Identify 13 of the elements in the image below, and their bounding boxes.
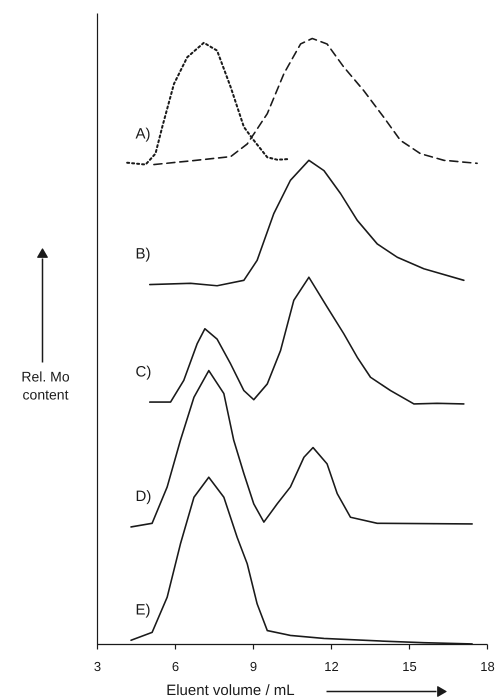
annotation: E) bbox=[136, 601, 151, 618]
annotation: B) bbox=[136, 246, 151, 263]
x-axis-title: Eluent volume / mL bbox=[166, 682, 295, 699]
x-tick-label: 15 bbox=[402, 659, 417, 674]
x-tick-label: 3 bbox=[94, 659, 102, 674]
annotation: C) bbox=[136, 363, 152, 380]
annotation: D) bbox=[136, 488, 152, 506]
y-axis-title: Rel. Mo content bbox=[21, 368, 70, 402]
x-tick-label: 9 bbox=[250, 659, 258, 674]
x-tick-label: 12 bbox=[324, 659, 339, 674]
x-tick-label: 18 bbox=[480, 659, 495, 674]
x-tick-label: 6 bbox=[172, 659, 180, 674]
annotation: A) bbox=[136, 126, 151, 143]
